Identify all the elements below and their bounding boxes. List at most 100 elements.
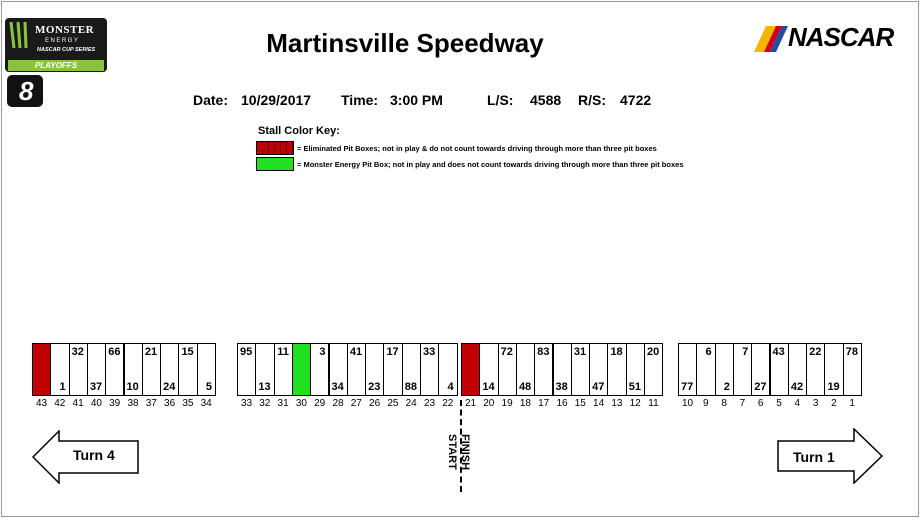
stall-number-label: 19	[501, 398, 513, 409]
stall-number-label: 29	[314, 398, 326, 409]
energy-logo-text: ENERGY	[45, 38, 80, 44]
cup-series-logo-text: NASCAR CUP SERIES	[37, 47, 96, 53]
turn-1-arrow-icon	[777, 428, 883, 484]
pit-stall-28: 34	[328, 343, 348, 396]
pit-stall-27: 41	[346, 343, 367, 396]
playoffs-text: PLAYOFFS	[34, 61, 78, 70]
stall-car-number: 37	[89, 381, 103, 393]
pit-stall-29: 3	[310, 343, 330, 396]
stall-car-number: 38	[555, 381, 568, 393]
stall-number-label: 42	[54, 398, 66, 409]
turn-1-label: Turn 1	[793, 449, 835, 465]
pit-stall-37: 21	[141, 343, 162, 396]
ls-label: L/S:	[487, 92, 514, 108]
stall-car-number: 3	[319, 346, 326, 358]
pit-stall-39: 66	[105, 343, 125, 396]
stall-number-label: 14	[593, 398, 605, 409]
stall-number-label: 28	[332, 398, 344, 409]
stall-car-number: 34	[331, 381, 344, 393]
pit-stall-9: 6	[696, 343, 716, 396]
pit-stall-2: 19	[824, 343, 844, 396]
stall-car-number: 22	[809, 346, 822, 358]
pit-stall-5: 43	[769, 343, 789, 396]
pit-stall-15: 31	[570, 343, 591, 396]
stall-number-label: 25	[387, 398, 399, 409]
pit-stall-11: 20	[644, 343, 664, 396]
pit-stall-17: 83	[534, 343, 554, 396]
stall-car-number: 2	[723, 381, 730, 393]
finish-text: FINISH	[459, 434, 471, 471]
rs-label: R/S:	[578, 92, 606, 108]
monster-logo-text: MONSTER	[35, 24, 95, 36]
key-row-monster: = Monster Energy Pit Box; not in play an…	[256, 156, 684, 172]
ls-value: 4588	[530, 92, 562, 108]
pit-stall-7: 7	[732, 343, 753, 396]
stall-car-number: 41	[349, 346, 363, 358]
stall-number-label: 36	[164, 398, 176, 409]
stall-car-number: 17	[386, 346, 399, 358]
stall-car-number: 14	[482, 381, 495, 393]
stall-car-number: 43	[772, 346, 785, 358]
stall-number-label: 20	[483, 398, 495, 409]
stall-car-number: 48	[518, 381, 532, 393]
pit-stall-14: 47	[589, 343, 609, 396]
stall-number-label: 8	[721, 398, 727, 409]
stall-number-label: 2	[831, 398, 837, 409]
stall-number-label: 33	[240, 398, 253, 409]
stall-car-number: 23	[368, 381, 381, 393]
stall-car-number: 95	[240, 346, 253, 358]
stall-car-number: 19	[827, 381, 840, 393]
date-value: 10/29/2017	[241, 92, 312, 108]
pit-stall-12: 51	[625, 343, 645, 396]
stall-number-label: 31	[277, 398, 289, 409]
eliminated-swatch	[256, 141, 294, 155]
stall-number-label: 30	[295, 398, 307, 409]
stall-number-label: 16	[556, 398, 568, 409]
stall-number-label: 41	[72, 398, 84, 409]
pit-stall-21	[461, 343, 481, 396]
stall-number-label: 24	[405, 398, 417, 409]
stall-car-number: 10	[126, 381, 139, 393]
stall-number-label: 21	[464, 398, 477, 409]
pit-stall-19: 72	[497, 343, 517, 396]
stall-number-label: 13	[611, 398, 623, 409]
stall-number-label: 27	[350, 398, 362, 409]
stall-car-number: 42	[790, 381, 804, 393]
stall-car-number: 27	[754, 381, 767, 393]
rs-value: 4722	[620, 92, 652, 108]
pit-stall-33: 95	[237, 343, 257, 396]
date-label: Date:	[193, 92, 229, 108]
stall-car-number: 13	[258, 381, 271, 393]
pit-stall-24: 88	[401, 343, 421, 396]
stall-number-label: 40	[90, 398, 102, 409]
color-key-title: Stall Color Key:	[258, 125, 340, 137]
pit-stall-40: 37	[86, 343, 107, 396]
stall-number-label: 11	[648, 398, 659, 409]
stall-car-number: 66	[108, 346, 121, 358]
eliminated-key-text: = Eliminated Pit Boxes; not in play & do…	[297, 143, 657, 153]
stall-car-number: 33	[423, 346, 436, 358]
stall-number-label: 38	[127, 398, 139, 409]
stall-number-label: 4	[794, 398, 801, 409]
pit-stall-16: 38	[552, 343, 572, 396]
stall-car-number: 72	[500, 346, 513, 358]
time-value: 3:00 PM	[390, 92, 443, 108]
stall-number-label: 39	[109, 398, 121, 409]
stall-number-label: 5	[776, 398, 782, 409]
stall-car-number: 47	[592, 381, 605, 393]
monster-key-text: = Monster Energy Pit Box; not in play an…	[297, 159, 684, 169]
round-of-8-badge: 8	[7, 75, 43, 107]
stall-car-number: 7	[742, 346, 749, 358]
pit-stall-1: 78	[842, 343, 862, 396]
pit-stall-18: 48	[515, 343, 536, 396]
monster-swatch	[256, 157, 294, 171]
pit-stall-32: 13	[255, 343, 275, 396]
stall-car-number: 78	[845, 346, 858, 358]
pit-stall-22: 4	[438, 343, 458, 396]
stall-number-label: 10	[681, 398, 694, 409]
stall-car-number: 24	[163, 381, 176, 393]
stall-car-number: 6	[705, 346, 712, 358]
key-row-eliminated: = Eliminated Pit Boxes; not in play & do…	[256, 140, 657, 156]
pit-stall-10: 77	[678, 343, 698, 396]
